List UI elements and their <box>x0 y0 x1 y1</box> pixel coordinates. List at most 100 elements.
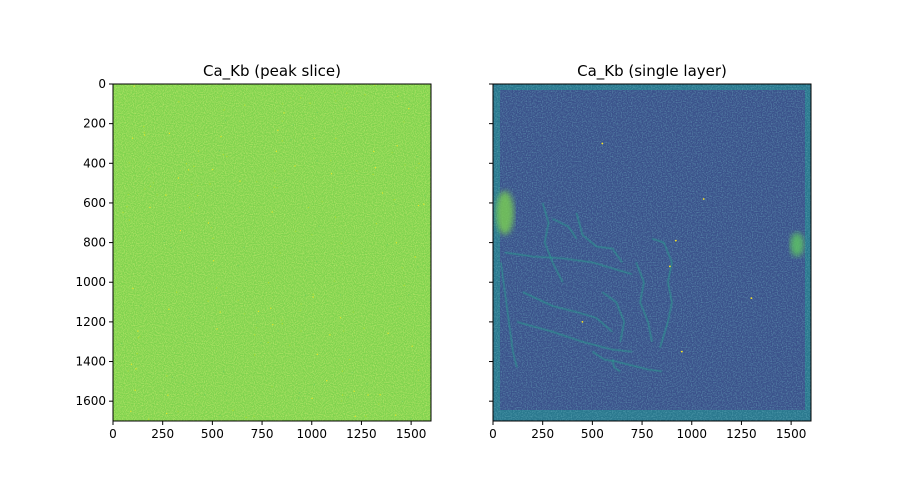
bright-point <box>702 198 705 200</box>
y-tick-label: 1400 <box>75 355 106 369</box>
speckle <box>299 392 301 394</box>
speckle <box>149 206 151 208</box>
speckle <box>401 400 403 403</box>
speckle <box>130 363 133 365</box>
speckle <box>220 95 222 97</box>
y-tick-label: 600 <box>83 196 106 210</box>
structure-stroke <box>516 321 633 353</box>
x-tick-label: 250 <box>151 427 174 441</box>
speckle <box>185 163 187 165</box>
speckle <box>143 126 145 128</box>
speckle <box>312 293 314 295</box>
speckle <box>182 381 184 383</box>
speckle <box>351 372 353 374</box>
x-tick-label: 500 <box>581 427 604 441</box>
speckle <box>191 183 193 186</box>
speckle <box>356 170 358 172</box>
x-axis: 0 250 500 750 1000 1250 1500 <box>109 421 426 441</box>
speckle <box>223 370 225 373</box>
speckle <box>335 137 337 140</box>
speckle <box>215 287 218 289</box>
chart-title: Ca_Kb (single layer) <box>577 62 727 81</box>
speckle <box>169 419 171 421</box>
speckle <box>219 415 221 417</box>
speckle <box>144 134 146 136</box>
x-tick-label: 750 <box>631 427 654 441</box>
x-tick-label: 250 <box>531 427 554 441</box>
speckle <box>316 160 318 162</box>
speckle <box>219 294 221 296</box>
speckle <box>189 280 191 282</box>
speckle <box>339 294 342 296</box>
speckle <box>353 390 355 392</box>
speckle <box>416 156 418 158</box>
speckle <box>224 119 226 121</box>
speckle <box>179 230 181 232</box>
speckle <box>177 177 179 179</box>
bright-point <box>750 297 753 299</box>
speckle <box>424 195 426 197</box>
speckle <box>329 334 331 336</box>
x-tick-label: 1500 <box>396 427 427 441</box>
speckle <box>237 265 239 267</box>
speckle <box>177 410 179 413</box>
speckle <box>379 394 381 396</box>
speckle <box>220 136 222 138</box>
speckle <box>128 219 130 221</box>
speckle <box>116 101 118 103</box>
speckle <box>304 294 307 296</box>
speckle <box>136 353 138 355</box>
speckle <box>386 244 388 246</box>
speckle <box>321 201 323 203</box>
speckle <box>197 195 199 197</box>
speckle <box>281 319 283 321</box>
speckle <box>187 169 190 171</box>
speckle <box>347 396 349 399</box>
speckle <box>188 317 190 319</box>
y-tick-label: 400 <box>83 156 106 170</box>
speckle <box>378 403 380 405</box>
heatmap-structures <box>500 202 673 373</box>
speckle <box>395 204 397 206</box>
structure-stroke <box>635 262 653 342</box>
speckle <box>393 199 396 201</box>
speckle <box>254 354 256 356</box>
heatmap-image <box>113 84 431 421</box>
speckle <box>297 397 299 399</box>
structure-stroke <box>592 351 662 373</box>
speckle <box>410 187 412 189</box>
speckle <box>133 85 135 87</box>
speckle <box>209 183 211 185</box>
speckle <box>178 101 180 103</box>
speckle <box>127 370 129 372</box>
structure-stroke <box>504 251 633 275</box>
heatmap-hotspots <box>495 190 805 257</box>
speckle <box>300 97 302 99</box>
speckle <box>168 308 170 310</box>
bright-point <box>674 239 677 242</box>
speckle <box>148 168 150 170</box>
speckle <box>411 345 413 347</box>
speckle <box>170 246 172 248</box>
speckle <box>213 260 215 262</box>
speckle <box>305 269 308 271</box>
speckle <box>176 291 178 293</box>
speckle <box>277 330 279 332</box>
y-tick-label: 0 <box>98 77 106 91</box>
structure-stroke <box>601 291 625 342</box>
speckle <box>341 400 343 402</box>
speckle <box>272 324 274 326</box>
speckle <box>313 137 315 139</box>
speckle <box>149 185 151 187</box>
x-tick-label: 1000 <box>296 427 327 441</box>
speckle <box>218 149 221 151</box>
speckle <box>281 140 283 142</box>
speckle <box>397 95 399 97</box>
speckle <box>156 194 158 196</box>
speckle <box>281 120 283 122</box>
speckle <box>127 193 129 196</box>
speckle <box>408 108 410 110</box>
y-tick-label: 1000 <box>75 275 106 289</box>
speckle <box>399 307 401 310</box>
